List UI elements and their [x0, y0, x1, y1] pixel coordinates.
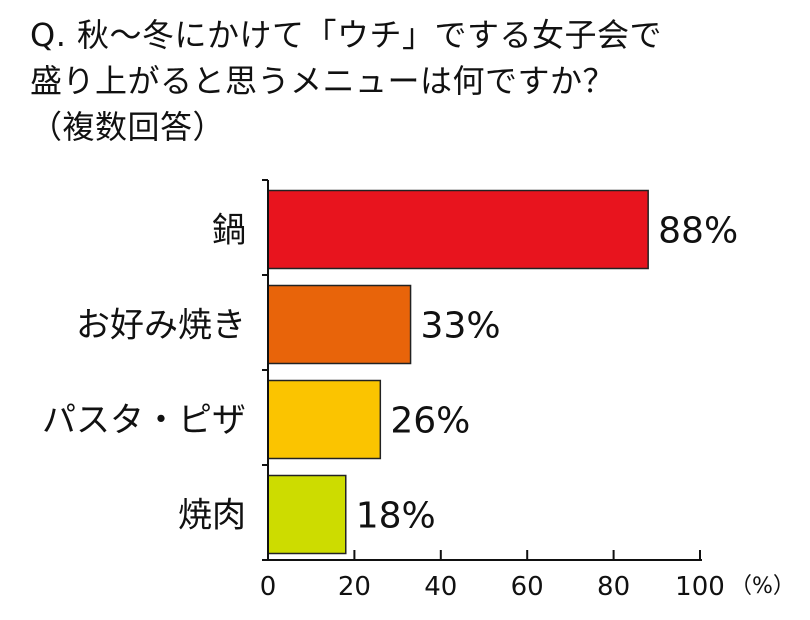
- value-label-4: 18%: [356, 496, 436, 537]
- x-tick-label-40: 40: [424, 572, 457, 602]
- category-label-1: 鍋: [212, 211, 246, 251]
- bar-2: [267, 284, 412, 365]
- x-tick-label-0: 0: [260, 572, 277, 602]
- category-label-2: お好み焼き: [76, 306, 246, 346]
- value-label-1: 88%: [658, 211, 738, 252]
- title-line-2: 盛り上がると思うメニューは何ですか？: [30, 62, 616, 100]
- bar-1: [267, 189, 649, 270]
- value-label-2: 33%: [421, 306, 501, 347]
- x-tick-label-80: 80: [597, 572, 630, 602]
- x-unit-label: （%）: [730, 574, 795, 599]
- category-label-4: 焼肉: [178, 496, 246, 536]
- title-line-3: （複数回答）: [30, 108, 226, 146]
- bar-4: [267, 474, 347, 555]
- value-label-3: 26%: [390, 401, 470, 442]
- bar-3: [267, 379, 382, 460]
- chart-title: Q. 秋〜冬にかけて「ウチ」でする女子会で 盛り上がると思うメニューは何ですか？…: [30, 12, 790, 150]
- x-tick-label-20: 20: [338, 572, 371, 602]
- title-line-1: Q. 秋〜冬にかけて「ウチ」でする女子会で: [30, 16, 663, 54]
- category-label-3: パスタ・ピザ: [42, 401, 246, 441]
- x-tick-label-100: 100: [675, 572, 725, 602]
- x-tick-label-60: 60: [511, 572, 544, 602]
